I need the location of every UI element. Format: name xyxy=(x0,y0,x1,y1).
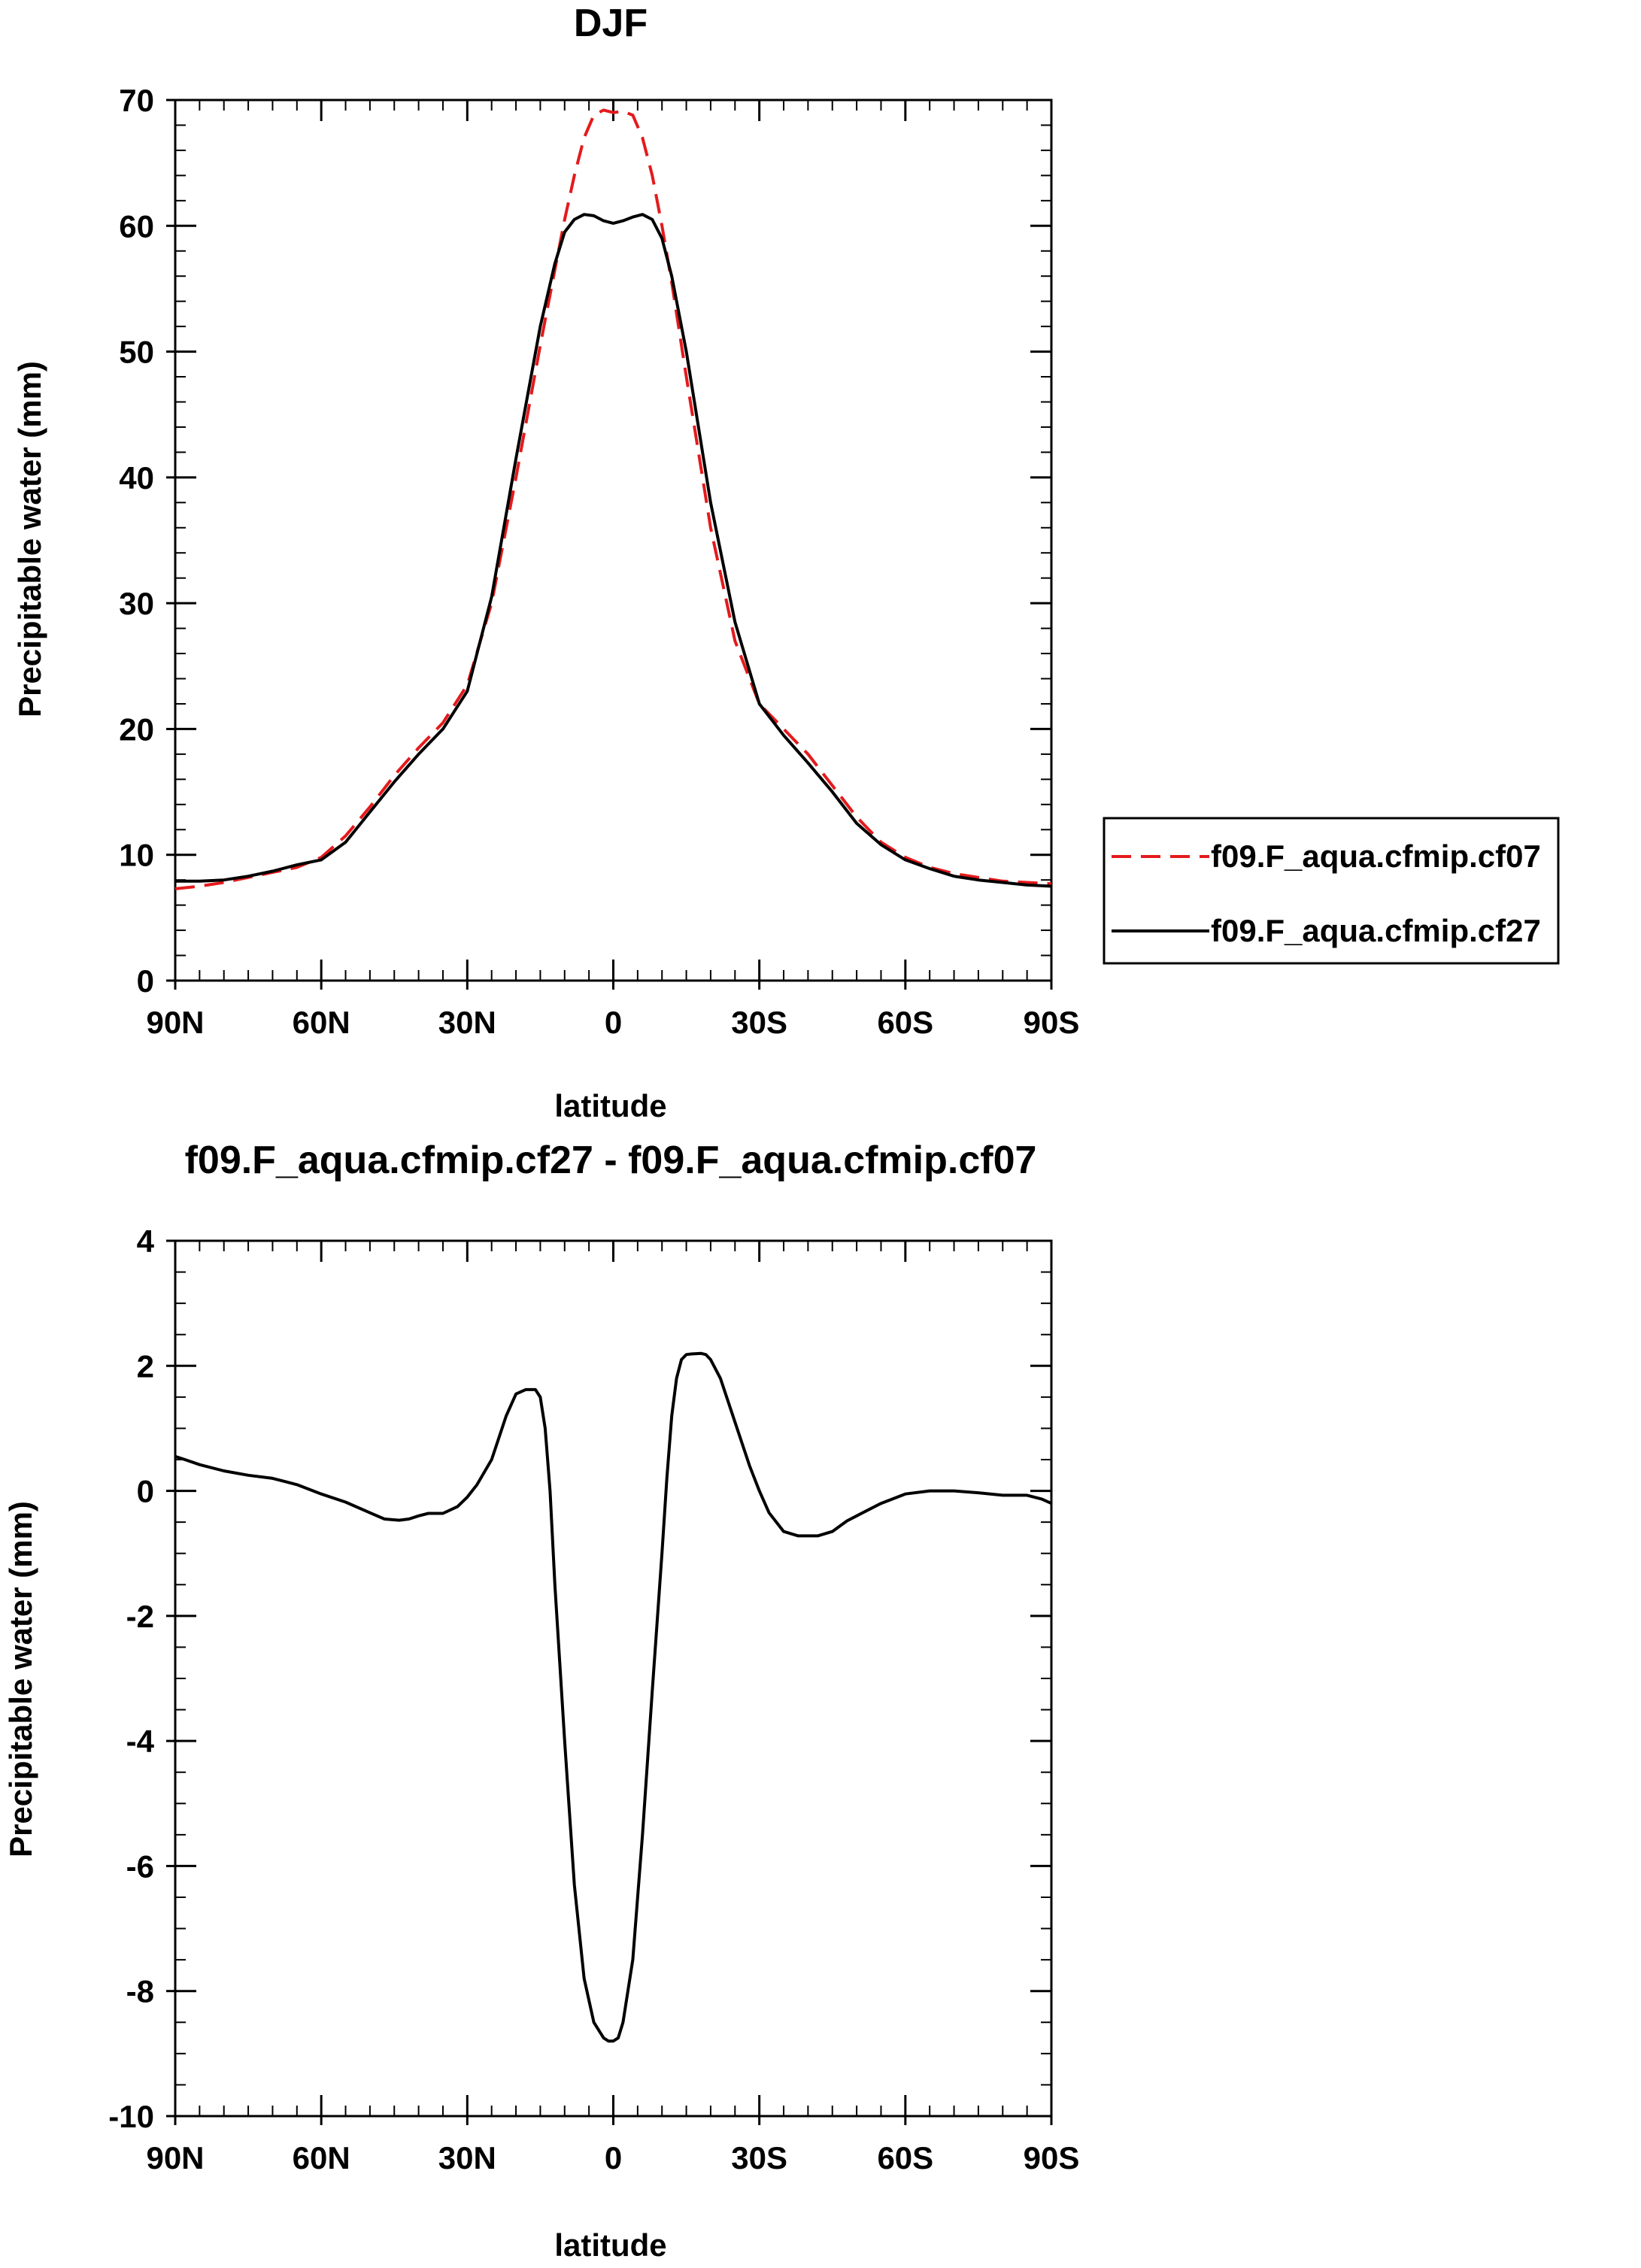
diff-y-tick-label: -10 xyxy=(108,2099,154,2134)
top-chart-title: DJF xyxy=(574,2,648,45)
top-x-tick-label: 60N xyxy=(293,1005,350,1040)
diff-x-tick-label: 90S xyxy=(1024,2140,1080,2176)
diff-y-tick-label: -8 xyxy=(126,1974,154,2009)
top-x-tick-label: 60S xyxy=(877,1005,933,1040)
diff-x-tick-label: 90N xyxy=(146,2140,204,2176)
diff-x-tick-label: 30N xyxy=(438,2140,496,2176)
top-y-tick-label: 40 xyxy=(119,460,154,496)
top-series-line-0 xyxy=(174,108,1052,890)
diff-x-tick-label: 0 xyxy=(605,2140,622,2176)
top-y-tick-label: 10 xyxy=(119,838,154,873)
top-x-tick-label: 30S xyxy=(731,1005,787,1040)
top-y-tick-label: 50 xyxy=(119,335,154,370)
top-x-tick-label: 0 xyxy=(605,1005,622,1040)
top-series-line-1 xyxy=(175,213,1052,888)
legend-frame xyxy=(1103,817,1560,965)
top-x-tick-label: 30N xyxy=(438,1005,496,1040)
top-y-tick-label: 20 xyxy=(119,711,154,747)
top-y-tick-label: 60 xyxy=(119,208,154,244)
diff-y-tick-label: 2 xyxy=(137,1348,154,1384)
top-chart: DJF Precipitable water (mm) latitude 0 10… xyxy=(12,2,1560,1123)
diff-y-tick-label: 0 xyxy=(137,1474,154,1509)
top-chart-x-axis-label: latitude xyxy=(554,1088,666,1123)
top-y-tick-label: 0 xyxy=(137,963,154,999)
difference-chart: f09.F_aqua.cfmip.cf27 - f09.F_aqua.cfmip… xyxy=(3,1139,1079,2263)
top-y-tick-label: 70 xyxy=(119,83,154,118)
top-chart-legend: f09.F_aqua.cfmip.cf07 f09.F_aqua.cfmip.c… xyxy=(1103,817,1560,965)
legend-label-cf27: f09.F_aqua.cfmip.cf27 xyxy=(1211,913,1541,948)
diff-x-tick-label: 30S xyxy=(731,2140,787,2176)
difference-chart-y-axis-label: Precipitable water (mm) xyxy=(3,1501,38,1857)
diff-y-tick-label: -2 xyxy=(126,1599,154,1634)
diff-y-tick-label: -6 xyxy=(126,1848,154,1884)
diff-y-tick-label: -4 xyxy=(126,1724,155,1759)
top-chart-y-axis-label: Precipitable water (mm) xyxy=(12,361,47,717)
legend-label-cf07: f09.F_aqua.cfmip.cf07 xyxy=(1211,838,1541,874)
diff-y-tick-label: 4 xyxy=(137,1223,155,1259)
difference-chart-title: f09.F_aqua.cfmip.cf27 - f09.F_aqua.cfmip… xyxy=(185,1139,1037,1182)
difference-chart-x-axis-label: latitude xyxy=(554,2227,666,2263)
difference-chart-plot-area: -10 -8 -6 -4 -2 0 2 4 90N 60N 30N 0 30S 60S 90S xyxy=(108,1223,1079,2176)
diff-series-line-0 xyxy=(174,1351,1052,2043)
top-x-tick-label: 90N xyxy=(146,1005,204,1040)
diff-x-tick-label: 60N xyxy=(293,2140,350,2176)
top-y-tick-label: 30 xyxy=(119,586,154,621)
diff-x-tick-label: 60S xyxy=(877,2140,933,2176)
top-chart-plot-area: 0 10 20 30 40 50 60 70 90N 60N 30N 0 30S 60S 90S xyxy=(119,83,1079,1040)
top-x-tick-label: 90S xyxy=(1024,1005,1080,1040)
